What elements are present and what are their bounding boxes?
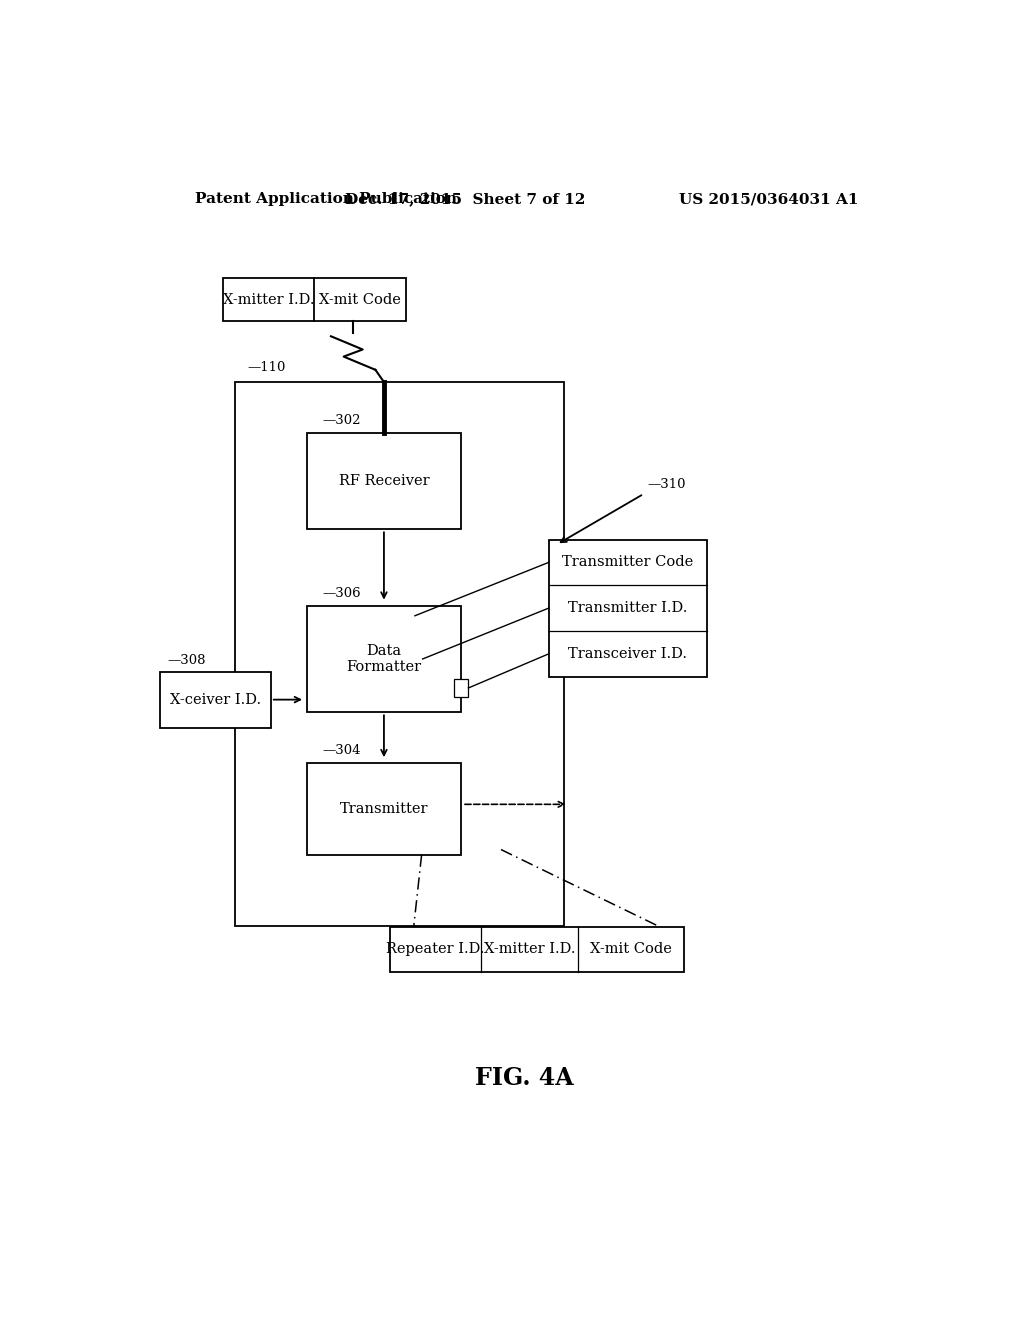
Text: —302: —302 xyxy=(323,413,360,426)
Text: —310: —310 xyxy=(648,478,686,491)
Bar xyxy=(306,763,461,854)
Text: —110: —110 xyxy=(247,360,286,374)
Text: Dec. 17, 2015  Sheet 7 of 12: Dec. 17, 2015 Sheet 7 of 12 xyxy=(345,191,586,206)
Bar xyxy=(549,540,708,677)
Text: Repeater I.D.: Repeater I.D. xyxy=(386,942,484,956)
Text: Patent Application Publication: Patent Application Publication xyxy=(196,191,458,206)
Bar xyxy=(390,927,684,972)
Bar xyxy=(306,433,461,529)
Text: FIG. 4A: FIG. 4A xyxy=(475,1067,574,1090)
Text: X-ceiver I.D.: X-ceiver I.D. xyxy=(170,693,261,706)
Text: Transmitter Code: Transmitter Code xyxy=(562,556,693,569)
Bar xyxy=(236,381,564,925)
Text: —306: —306 xyxy=(323,586,361,599)
Text: RF Receiver: RF Receiver xyxy=(339,474,429,488)
Bar xyxy=(306,606,461,713)
Bar xyxy=(455,678,468,697)
Bar xyxy=(160,672,270,727)
Text: —308: —308 xyxy=(168,653,206,667)
Text: Transmitter I.D.: Transmitter I.D. xyxy=(568,601,688,615)
Text: Transceiver I.D.: Transceiver I.D. xyxy=(568,647,687,661)
Bar xyxy=(223,279,406,321)
Text: X-mit Code: X-mit Code xyxy=(319,293,401,306)
Text: X-mitter I.D.: X-mitter I.D. xyxy=(483,942,575,956)
Text: Transmitter: Transmitter xyxy=(340,801,428,816)
Text: X-mitter I.D.: X-mitter I.D. xyxy=(223,293,314,306)
Text: Data
Formatter: Data Formatter xyxy=(346,644,422,675)
Text: X-mit Code: X-mit Code xyxy=(590,942,672,956)
Text: US 2015/0364031 A1: US 2015/0364031 A1 xyxy=(679,191,858,206)
Text: —304: —304 xyxy=(323,744,360,758)
